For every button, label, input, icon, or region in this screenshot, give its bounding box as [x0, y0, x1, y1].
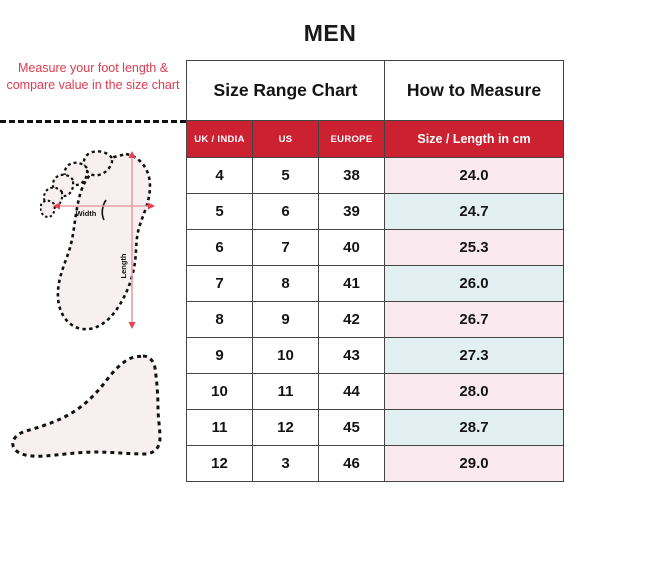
cell-us: 3	[252, 445, 319, 482]
cell-eu: 46	[318, 445, 385, 482]
cell-uk: 4	[186, 157, 253, 194]
group-header-how-to-measure: How to Measure	[384, 60, 564, 121]
cell-eu: 41	[318, 265, 385, 302]
dashed-divider	[0, 120, 186, 123]
cell-eu: 44	[318, 373, 385, 410]
table-row: 10 11 44 28.0	[186, 373, 564, 410]
page-title: MEN	[303, 20, 357, 46]
width-arrow-head-right	[148, 202, 155, 210]
cell-length: 25.3	[384, 229, 564, 266]
column-header-uk-india: UK / INDIA	[186, 120, 253, 158]
group-header-size-range: Size Range Chart	[186, 60, 385, 121]
table-row: 8 9 42 26.7	[186, 301, 564, 338]
cell-length: 26.7	[384, 301, 564, 338]
cell-eu: 40	[318, 229, 385, 266]
toe-5	[40, 199, 56, 219]
cell-eu: 43	[318, 337, 385, 374]
table-group-header-row: Size Range Chart How to Measure	[186, 60, 564, 121]
cell-eu: 39	[318, 193, 385, 230]
arch-accent	[101, 199, 107, 221]
cell-uk: 5	[186, 193, 253, 230]
table-row: 4 5 38 24.0	[186, 157, 564, 194]
table-row: 12 3 46 29.0	[186, 445, 564, 482]
width-label: Width	[76, 209, 97, 218]
cell-uk: 7	[186, 265, 253, 302]
table-row: 11 12 45 28.7	[186, 409, 564, 446]
cell-us: 8	[252, 265, 319, 302]
cell-length: 29.0	[384, 445, 564, 482]
size-chart-table: Size Range Chart How to Measure UK / IND…	[186, 60, 564, 482]
width-arrow-head-left	[53, 202, 60, 210]
cell-uk: 11	[186, 409, 253, 446]
table-row: 9 10 43 27.3	[186, 337, 564, 374]
cell-us: 10	[252, 337, 319, 374]
sole-outline	[56, 152, 152, 331]
cell-uk: 9	[186, 337, 253, 374]
cell-uk: 6	[186, 229, 253, 266]
table-row: 7 8 41 26.0	[186, 265, 564, 302]
column-header-us: US	[252, 120, 319, 158]
cell-uk: 8	[186, 301, 253, 338]
length-label: Length	[119, 253, 128, 278]
column-header-europe: EUROPE	[318, 120, 385, 158]
cell-us: 9	[252, 301, 319, 338]
cell-us: 5	[252, 157, 319, 194]
cell-us: 6	[252, 193, 319, 230]
table-row: 5 6 39 24.7	[186, 193, 564, 230]
cell-eu: 38	[318, 157, 385, 194]
table-column-header-row: UK / INDIA US EUROPE Size / Length in cm	[186, 120, 564, 158]
cell-eu: 45	[318, 409, 385, 446]
cell-us: 12	[252, 409, 319, 446]
cell-length: 28.0	[384, 373, 564, 410]
cell-length: 28.7	[384, 409, 564, 446]
cell-uk: 10	[186, 373, 253, 410]
cell-length: 26.0	[384, 265, 564, 302]
toe-1	[82, 150, 114, 177]
column-header-size-length-cm: Size / Length in cm	[384, 120, 564, 158]
cell-eu: 42	[318, 301, 385, 338]
cell-us: 11	[252, 373, 319, 410]
cell-length: 27.3	[384, 337, 564, 374]
cell-length: 24.0	[384, 157, 564, 194]
side-foot-outline	[11, 354, 162, 458]
length-arrow-head-bottom	[128, 322, 136, 329]
footprint-diagram: Width Length	[40, 148, 170, 338]
table-row: 6 7 40 25.3	[186, 229, 564, 266]
cell-length: 24.7	[384, 193, 564, 230]
cell-uk: 12	[186, 445, 253, 482]
side-foot-diagram	[8, 348, 178, 473]
length-arrow-head-top	[128, 151, 136, 158]
cell-us: 7	[252, 229, 319, 266]
measure-instruction-text: Measure your foot length & compare value…	[6, 61, 180, 92]
